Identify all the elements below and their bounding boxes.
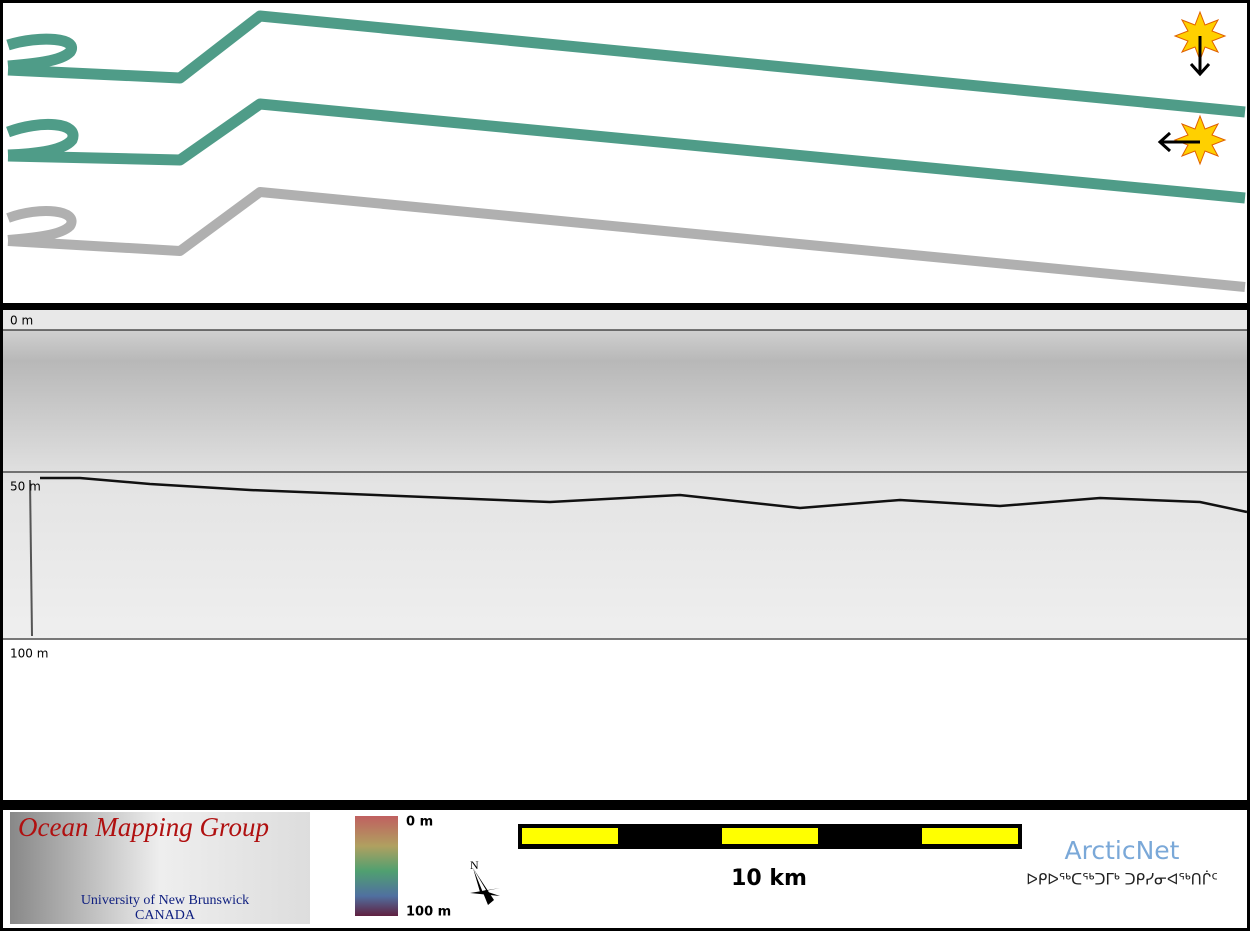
arcticnet-name: ArcticNet [1065,836,1180,865]
logo-title: Ocean Mapping Group [18,812,269,842]
compass-label: N [470,858,479,872]
depth-label: 50 m [10,480,41,494]
profile-header [3,310,1247,330]
arcticnet-tagline: ᐅᑭᐅᖅᑕᖅᑐᒥᒃ ᑐᑭᓯᓂᐊᖅᑎᒌᑦ [1026,871,1217,889]
water-column [3,330,1247,640]
logo-university: University of New Brunswick [81,893,249,908]
scale-segment [522,828,618,844]
scale-segment [922,828,1018,844]
depth-label: 100 m [10,647,48,661]
compass [473,868,494,905]
sun-icon [1157,10,1227,166]
track [6,187,1246,292]
seabed [40,476,1248,514]
compass [470,888,500,896]
arrow-head [1189,62,1211,77]
track [6,10,1246,118]
swath-tracks [6,10,1246,292]
colorbar-label: 0 m [406,815,433,830]
sun [1173,114,1227,166]
arrow-head [1157,131,1172,153]
logo [10,812,310,924]
track [6,98,1246,204]
logo-country: CANADA [135,908,196,923]
colorbar-label: 100 m [406,905,451,920]
colorbar [355,816,398,916]
noise [29,479,33,637]
scale-segment [722,828,818,844]
scale-label: 10 km [731,866,807,891]
depth-label: 0 m [10,314,33,328]
